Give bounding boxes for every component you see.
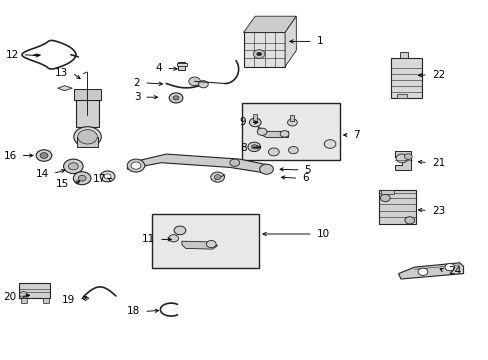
- Bar: [74, 89, 101, 100]
- Circle shape: [268, 148, 279, 156]
- Bar: [151, 214, 259, 268]
- Circle shape: [395, 154, 407, 163]
- Text: 1: 1: [316, 36, 323, 46]
- Polygon shape: [243, 16, 296, 32]
- Circle shape: [288, 147, 298, 154]
- Circle shape: [188, 77, 200, 86]
- Polygon shape: [398, 263, 463, 279]
- Circle shape: [36, 150, 52, 161]
- Circle shape: [324, 140, 335, 148]
- Circle shape: [214, 175, 221, 180]
- Bar: [242, 103, 339, 160]
- Polygon shape: [182, 241, 217, 249]
- Text: 4: 4: [155, 63, 162, 73]
- Text: 23: 23: [431, 206, 444, 216]
- Bar: [178, 62, 185, 70]
- Circle shape: [404, 154, 411, 159]
- Bar: [77, 137, 98, 147]
- Polygon shape: [58, 86, 72, 91]
- Text: 22: 22: [431, 70, 444, 80]
- Circle shape: [198, 81, 208, 88]
- Circle shape: [287, 119, 297, 126]
- Circle shape: [444, 264, 454, 271]
- Text: 12: 12: [5, 50, 19, 60]
- Text: 24: 24: [447, 266, 460, 276]
- Text: 3: 3: [133, 92, 140, 102]
- Circle shape: [104, 174, 111, 179]
- Text: 11: 11: [142, 234, 155, 244]
- Polygon shape: [20, 298, 27, 303]
- Text: 13: 13: [55, 68, 68, 78]
- Text: 10: 10: [316, 229, 329, 239]
- Polygon shape: [258, 127, 288, 138]
- Circle shape: [249, 118, 261, 127]
- Text: 2: 2: [133, 78, 140, 88]
- Circle shape: [380, 194, 389, 202]
- Circle shape: [210, 172, 224, 182]
- Bar: [390, 58, 421, 98]
- Circle shape: [256, 52, 261, 56]
- Text: 20: 20: [3, 292, 17, 302]
- Text: 8: 8: [239, 143, 246, 153]
- Circle shape: [259, 164, 273, 174]
- Text: 19: 19: [62, 294, 75, 305]
- Polygon shape: [43, 298, 49, 303]
- Circle shape: [206, 240, 216, 248]
- Circle shape: [251, 145, 257, 149]
- Bar: [76, 100, 99, 127]
- Polygon shape: [285, 16, 296, 67]
- Text: 7: 7: [353, 130, 360, 140]
- Circle shape: [417, 268, 427, 275]
- Text: 17: 17: [93, 174, 106, 184]
- Circle shape: [131, 162, 141, 169]
- Polygon shape: [127, 154, 271, 173]
- Circle shape: [40, 153, 48, 158]
- Circle shape: [247, 142, 260, 152]
- Circle shape: [100, 171, 115, 182]
- Circle shape: [74, 127, 101, 147]
- Circle shape: [78, 130, 97, 144]
- Circle shape: [253, 50, 264, 58]
- Text: 21: 21: [431, 158, 444, 168]
- Text: 18: 18: [127, 306, 140, 316]
- Text: 15: 15: [56, 179, 69, 189]
- Bar: [243, 32, 285, 67]
- Text: 5: 5: [304, 165, 311, 175]
- Bar: [290, 115, 294, 121]
- Circle shape: [168, 235, 178, 242]
- Circle shape: [257, 128, 266, 135]
- Polygon shape: [82, 296, 89, 301]
- Text: 6: 6: [302, 173, 308, 183]
- Bar: [19, 283, 50, 298]
- Bar: [396, 94, 406, 98]
- Bar: [378, 190, 415, 224]
- Polygon shape: [394, 151, 410, 170]
- Circle shape: [78, 175, 86, 181]
- Circle shape: [404, 217, 414, 224]
- Text: 16: 16: [3, 150, 17, 161]
- Bar: [399, 52, 407, 58]
- Circle shape: [169, 93, 183, 103]
- Circle shape: [174, 226, 185, 235]
- Circle shape: [173, 96, 179, 100]
- Circle shape: [63, 159, 83, 174]
- Circle shape: [229, 159, 239, 166]
- Text: 14: 14: [36, 168, 49, 179]
- Circle shape: [280, 131, 288, 137]
- Circle shape: [127, 159, 144, 172]
- Circle shape: [20, 292, 27, 297]
- Circle shape: [73, 172, 91, 185]
- Bar: [381, 190, 393, 194]
- Text: 9: 9: [239, 117, 246, 127]
- Circle shape: [68, 163, 78, 170]
- Bar: [177, 63, 186, 66]
- Bar: [253, 114, 257, 121]
